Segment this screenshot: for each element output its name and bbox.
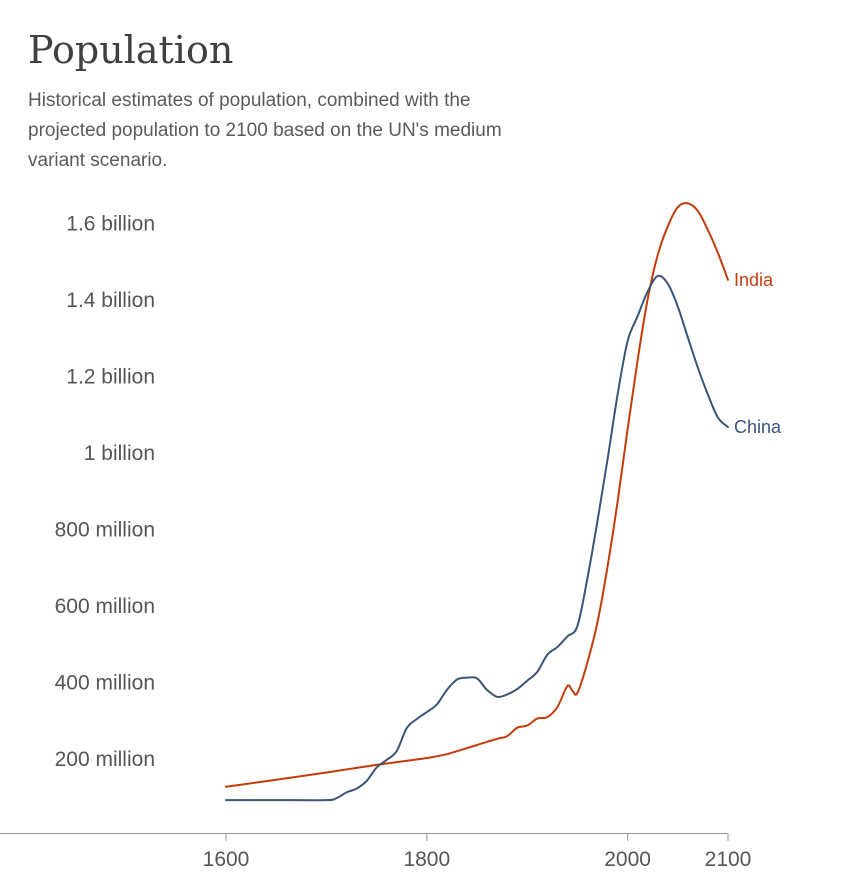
y-tick-label: 400 million xyxy=(55,672,155,695)
y-tick-label: 1 billion xyxy=(84,442,155,465)
chart-subtitle: Historical estimates of population, comb… xyxy=(28,90,502,171)
y-tick-label: 600 million xyxy=(55,595,155,618)
series-line-china xyxy=(225,274,729,802)
series-label-india: India xyxy=(734,270,774,290)
y-axis: 200 million 400 million 600 million 800 mil… xyxy=(55,213,155,772)
y-tick-label: 1.4 billion xyxy=(66,289,155,312)
chart-title: Population xyxy=(28,28,234,72)
series-layer: India China xyxy=(225,202,782,802)
y-tick-label: 200 million xyxy=(55,748,155,771)
x-tick-label: 1600 xyxy=(203,848,250,871)
x-axis: 1600 1800 2000 2100 xyxy=(0,833,752,871)
x-tick-label: 2100 xyxy=(705,848,752,871)
series-label-china: China xyxy=(734,417,782,437)
y-tick-label: 800 million xyxy=(55,519,155,542)
x-tick-label: 2000 xyxy=(604,848,651,871)
x-tick-label: 1800 xyxy=(403,848,450,871)
y-tick-label: 1.2 billion xyxy=(66,366,155,389)
y-tick-label: 1.6 billion xyxy=(66,213,155,236)
series-line-india xyxy=(225,202,729,788)
